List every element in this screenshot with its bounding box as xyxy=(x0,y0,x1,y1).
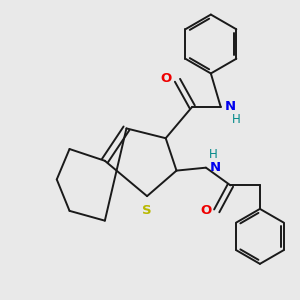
Text: H: H xyxy=(232,113,240,126)
Text: O: O xyxy=(201,204,212,218)
Text: N: N xyxy=(210,161,221,174)
Text: S: S xyxy=(142,204,152,217)
Text: O: O xyxy=(160,72,172,85)
Text: H: H xyxy=(208,148,217,161)
Text: N: N xyxy=(225,100,236,113)
